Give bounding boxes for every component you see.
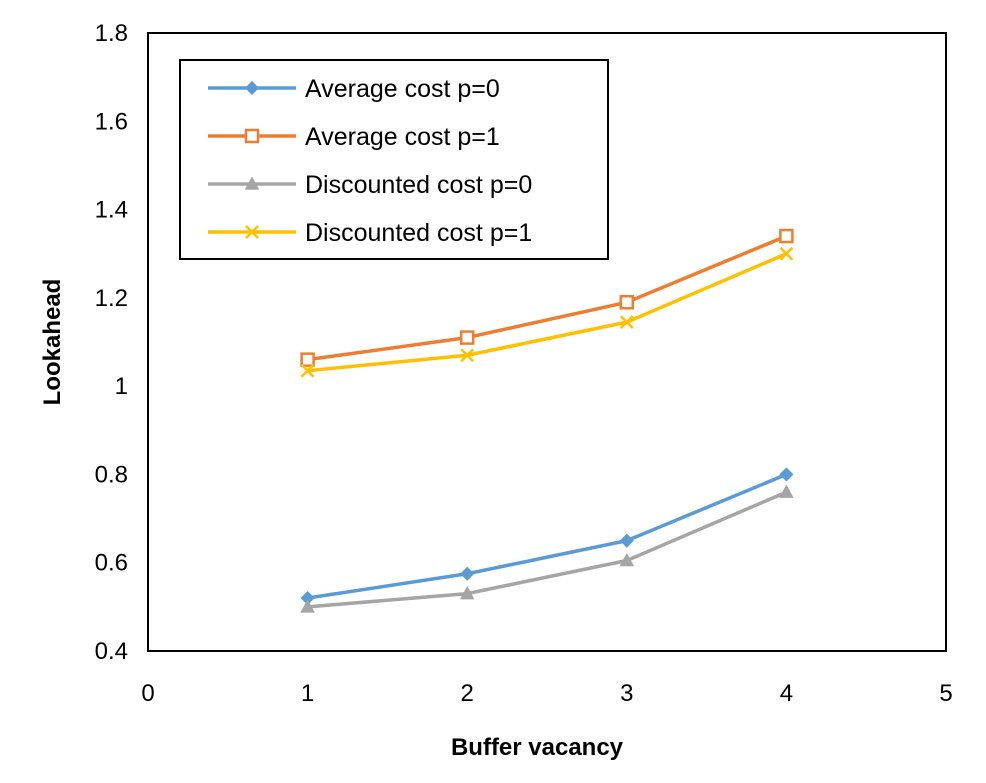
data-point-stroke xyxy=(779,246,794,261)
data-point-stroke xyxy=(619,315,634,330)
data-point xyxy=(300,352,315,367)
data-point xyxy=(244,128,260,144)
legend-label: Discounted cost p=1 xyxy=(305,219,532,247)
legend-label: Average cost p=1 xyxy=(305,123,500,151)
series-2 xyxy=(300,228,794,367)
data-point xyxy=(619,552,635,567)
data-point-stroke xyxy=(300,363,315,378)
legend-entry: Average cost p=0 xyxy=(208,75,500,103)
x-tick-label: 4 xyxy=(780,680,793,707)
series-4 xyxy=(300,246,794,378)
x-tick-label: 5 xyxy=(939,680,952,707)
y-tick-label: 1.2 xyxy=(95,285,128,312)
data-point xyxy=(779,484,794,498)
data-point xyxy=(619,295,635,310)
data-point xyxy=(245,225,259,239)
x-tick-label: 1 xyxy=(301,680,314,707)
y-axis-title: Lookahead xyxy=(39,279,66,406)
y-tick-label: 1.8 xyxy=(95,20,128,47)
data-point xyxy=(459,330,475,345)
y-tick-label: 1.6 xyxy=(95,108,128,135)
series-line xyxy=(307,472,788,600)
y-tick-label: 0.8 xyxy=(95,461,128,488)
series-layer xyxy=(300,228,794,613)
y-tick-label: 1 xyxy=(115,373,128,400)
data-point xyxy=(300,599,315,613)
data-point xyxy=(460,566,475,581)
legend-label: Discounted cost p=0 xyxy=(305,171,532,199)
data-point xyxy=(779,467,794,482)
data-point xyxy=(244,80,260,96)
series-1 xyxy=(300,467,794,606)
y-tick-label: 0.4 xyxy=(95,638,128,665)
data-point xyxy=(619,533,634,548)
series-line xyxy=(307,234,788,362)
y-tick-label: 1.4 xyxy=(95,197,128,224)
y-tick-labels: 0.4 0.6 0.8 1 1.2 1.4 1.6 1.8 xyxy=(95,20,128,665)
legend: Average cost p=0 Average cost p=1 Discount… xyxy=(179,59,609,260)
x-tick-label: 3 xyxy=(620,680,633,707)
y-tick-label: 0.6 xyxy=(95,550,128,577)
series-line xyxy=(307,252,788,373)
data-point-stroke xyxy=(460,348,475,363)
series-3 xyxy=(300,484,794,613)
data-point xyxy=(619,315,634,330)
x-tick-label: 0 xyxy=(141,680,154,707)
data-point xyxy=(300,363,315,378)
legend-label: Average cost p=0 xyxy=(305,75,500,103)
x-tick-labels: 0 1 2 3 4 5 xyxy=(141,680,952,707)
data-point xyxy=(460,348,475,363)
legend-entry: Discounted cost p=0 xyxy=(208,171,532,199)
legend-entry: Average cost p=1 xyxy=(208,123,500,151)
data-point-stroke xyxy=(245,225,259,239)
legend-entry: Discounted cost p=1 xyxy=(208,219,532,247)
data-point xyxy=(459,586,475,600)
x-tick-label: 2 xyxy=(461,680,474,707)
x-axis-title: Buffer vacancy xyxy=(451,734,624,761)
series-line xyxy=(307,490,788,609)
data-point xyxy=(779,228,794,244)
data-point xyxy=(779,246,794,261)
data-point xyxy=(244,176,260,190)
